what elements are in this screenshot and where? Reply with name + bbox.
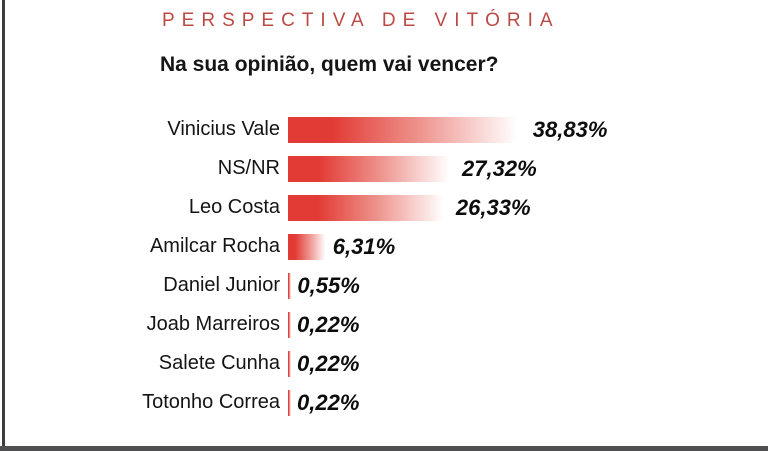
bar-row: Amilcar Rocha 6,31% bbox=[0, 227, 768, 266]
candidate-label: Vinicius Vale bbox=[167, 118, 280, 140]
value-label: 0,22% bbox=[297, 350, 360, 376]
poll-question: Na sua opinião, quem vai vencer? bbox=[160, 53, 499, 76]
bar-row: Joab Marreiros 0,22% bbox=[0, 305, 768, 344]
bar bbox=[288, 116, 527, 143]
bar bbox=[288, 233, 327, 260]
candidate-label: Amilcar Rocha bbox=[149, 235, 280, 257]
bar-row: Leo Costa 26,33% bbox=[0, 188, 768, 227]
bottom-border-bar bbox=[0, 446, 768, 451]
bar bbox=[288, 350, 291, 377]
candidate-label: Totonho Correa bbox=[142, 391, 280, 413]
bar bbox=[288, 194, 450, 221]
candidate-label: Joab Marreiros bbox=[146, 313, 280, 335]
value-label: 27,32% bbox=[462, 155, 537, 181]
bar-row: Vinicius Vale 38,83% bbox=[0, 110, 768, 149]
left-border-line bbox=[2, 0, 5, 447]
value-label: 26,33% bbox=[455, 194, 531, 220]
bar-row: Salete Cunha 0,22% bbox=[0, 344, 768, 383]
candidate-label: Salete Cunha bbox=[158, 352, 280, 374]
bar-row: NS/NR 27,32% bbox=[0, 149, 768, 188]
candidate-label: Leo Costa bbox=[188, 196, 280, 218]
value-label: 6,31% bbox=[332, 233, 396, 259]
bar-chart: Vinicius Vale 38,83% NS/NR 27,32% Leo Co… bbox=[0, 110, 768, 422]
candidate-label: Daniel Junior bbox=[163, 274, 280, 296]
bar-row: Daniel Junior 0,55% bbox=[0, 266, 768, 305]
value-label: 0,22% bbox=[297, 311, 360, 337]
page-title: PERSPECTIVA DE VITÓRIA bbox=[162, 10, 560, 31]
value-label: 38,83% bbox=[532, 116, 608, 142]
bar bbox=[288, 389, 291, 416]
bar-row: Totonho Correa 0,22% bbox=[0, 383, 768, 422]
bar bbox=[288, 311, 291, 338]
candidate-label: NS/NR bbox=[217, 157, 280, 179]
bar bbox=[288, 155, 457, 182]
value-label: 0,55% bbox=[297, 272, 360, 298]
value-label: 0,22% bbox=[297, 389, 360, 415]
bar bbox=[288, 272, 292, 299]
